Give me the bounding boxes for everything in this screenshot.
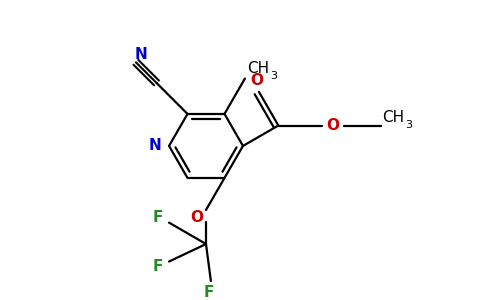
Text: N: N [135,47,147,62]
Text: O: O [190,210,203,225]
Text: O: O [250,73,263,88]
Text: F: F [204,285,214,300]
Text: 3: 3 [405,119,412,130]
Text: F: F [152,259,163,274]
Text: 3: 3 [270,70,277,81]
Text: CH: CH [382,110,405,125]
Text: N: N [149,138,162,153]
Text: CH: CH [247,61,269,76]
Text: O: O [326,118,339,133]
Text: F: F [152,210,163,225]
